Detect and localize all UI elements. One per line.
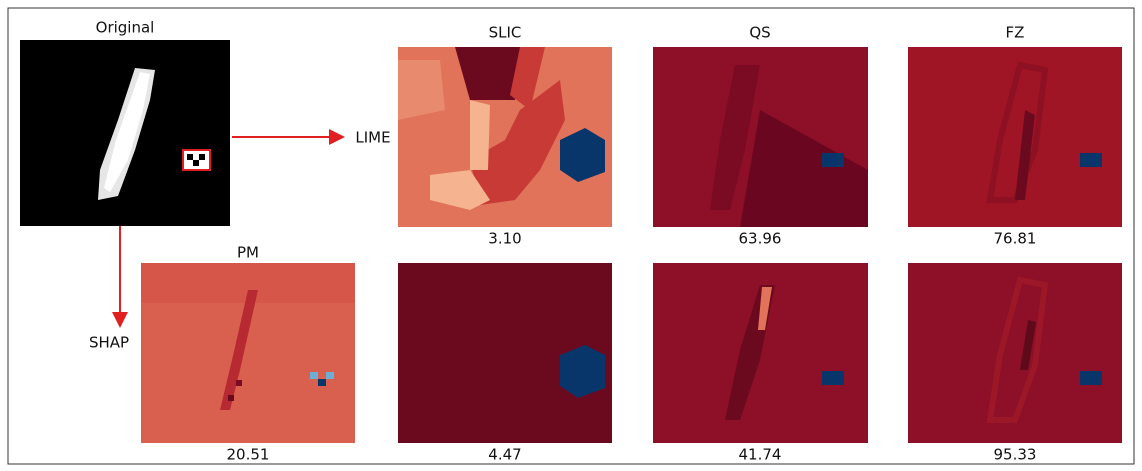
fz-header: FZ xyxy=(1006,24,1025,42)
original-image xyxy=(20,40,230,226)
qs-header: QS xyxy=(749,24,770,42)
shap-label: SHAP xyxy=(89,334,129,352)
score: 76.81 xyxy=(994,230,1037,248)
score: 20.51 xyxy=(227,446,270,464)
score: 4.47 xyxy=(488,446,521,464)
score: 41.74 xyxy=(739,446,782,464)
lime-qs-image xyxy=(653,47,868,227)
shap-fz-image xyxy=(908,263,1122,443)
original-label: Original xyxy=(96,19,155,37)
slic-header: SLIC xyxy=(489,24,522,42)
shap-pm-image xyxy=(141,263,355,443)
lime-slic-image xyxy=(398,47,612,227)
figure: Original LIME SHAP SLIC QS FZ PM xyxy=(0,0,1142,471)
pm-header: PM xyxy=(237,244,259,262)
score: 3.10 xyxy=(488,230,521,248)
lime-label: LIME xyxy=(355,129,390,147)
shap-qs-image xyxy=(653,263,868,443)
score: 95.33 xyxy=(994,446,1037,464)
lime-fz-image xyxy=(908,47,1122,227)
score: 63.96 xyxy=(739,230,782,248)
shap-slic-image xyxy=(398,263,612,443)
